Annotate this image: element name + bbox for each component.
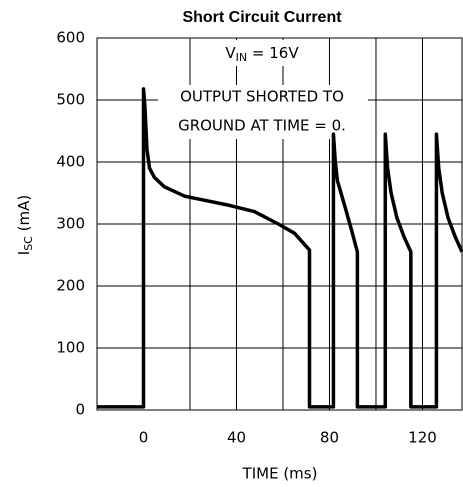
chart-title: Short Circuit Current: [182, 9, 342, 26]
y-tick-label: 100: [56, 339, 85, 357]
y-label-sub: SC: [22, 236, 35, 251]
annotation-sub: IN: [236, 51, 247, 64]
annotation: OUTPUT SHORTED TO: [180, 88, 344, 106]
annotation-text: V: [225, 44, 236, 62]
x-axis-label: TIME (ms): [242, 465, 318, 483]
x-tick-label: 0: [139, 429, 149, 447]
x-tick-label: 80: [320, 429, 339, 447]
annotation: VIN = 16V: [225, 44, 299, 65]
annotation-bg: [205, 40, 317, 66]
grid: [96, 37, 463, 411]
y-tick-label: 200: [56, 277, 85, 295]
y-tick-label: 300: [56, 215, 85, 233]
y-label-text: (mA): [15, 195, 33, 236]
x-tick-label: 120: [408, 429, 437, 447]
x-tick-label: 40: [227, 429, 246, 447]
y-tick-label: 0: [75, 401, 85, 419]
annotation: GROUND AT TIME = 0.: [178, 117, 346, 135]
y-tick-label: 400: [56, 153, 85, 171]
y-label-text: I: [15, 251, 33, 255]
annotation-text: = 16V: [247, 44, 299, 62]
annotation-bg: [158, 85, 368, 139]
y-tick-label: 500: [56, 91, 85, 109]
current-line: [97, 87, 463, 409]
y-tick-label: 600: [56, 29, 85, 47]
y-axis-label: ISC (mA): [15, 195, 36, 255]
